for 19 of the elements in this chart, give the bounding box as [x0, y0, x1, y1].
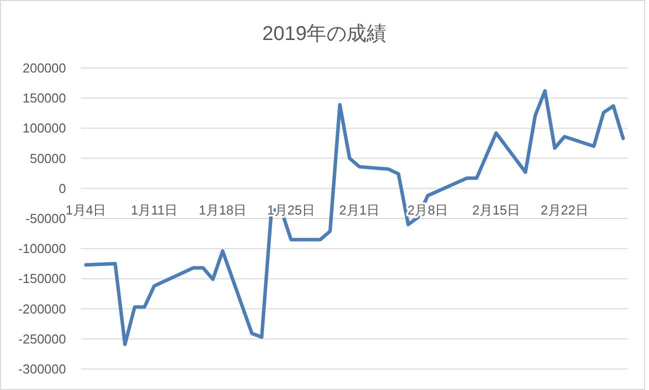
x-tick-label: 1月4日 — [66, 202, 106, 218]
x-tick-label: 2月1日 — [339, 202, 380, 218]
y-tick-label: 50000 — [30, 150, 66, 166]
y-tick-label: -50000 — [26, 211, 66, 226]
y-tick-label: 100000 — [22, 120, 66, 136]
y-tick-label: 150000 — [22, 90, 66, 106]
y-tick-label: 0 — [58, 180, 66, 196]
line-series — [84, 89, 625, 346]
x-tick-label: 2月15日 — [472, 202, 520, 218]
y-tick-label: -250000 — [18, 331, 66, 346]
x-tick-label: 1月18日 — [198, 202, 246, 218]
y-tick-label: -100000 — [18, 241, 66, 256]
y-tick-label: 200000 — [22, 60, 66, 76]
y-tick-label: -200000 — [18, 301, 66, 316]
y-tick-label: -150000 — [18, 271, 66, 286]
y-tick-label: -300000 — [18, 362, 66, 376]
chart-title: 2019年の成績 — [262, 23, 387, 45]
x-tick-label: 2月22日 — [540, 202, 588, 218]
x-tick-label: 1月11日 — [130, 202, 178, 218]
